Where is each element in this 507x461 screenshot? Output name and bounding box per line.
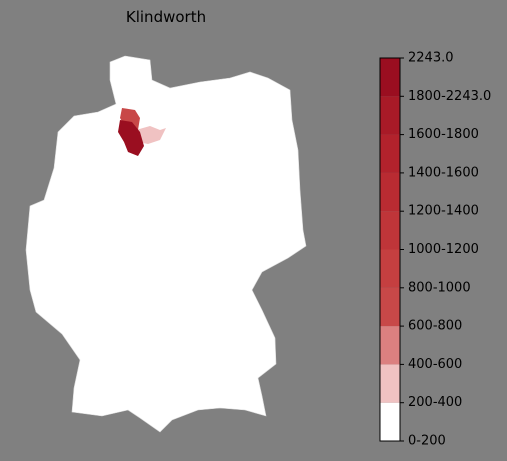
- map-title: Klindworth: [126, 8, 206, 26]
- colorbar-segment: [380, 364, 400, 403]
- colorbar-label: 1600-1800: [408, 127, 479, 142]
- colorbar-label: 200-400: [408, 395, 462, 410]
- colorbar-segment: [380, 96, 400, 135]
- colorbar-label: 0-200: [408, 434, 446, 449]
- colorbar-label: 1000-1200: [408, 242, 479, 257]
- colorbar-label: 1200-1400: [408, 204, 479, 219]
- region-dark: [118, 120, 144, 156]
- colorbar-segment: [380, 326, 400, 365]
- colorbar-segment: [380, 287, 400, 327]
- colorbar-segment: [380, 58, 400, 97]
- colorbar-label: 1800-2243.0: [408, 89, 491, 104]
- region-light: [136, 126, 166, 144]
- germany-map: [25, 55, 307, 433]
- colorbar-segment: [380, 211, 400, 250]
- colorbar-label: 400-600: [408, 357, 462, 372]
- colorbar-segment: [380, 172, 400, 212]
- colorbar: 0-200 200-400 400-600 600-800 800-1000 1000-1…: [379, 51, 491, 449]
- colorbar-label: 600-800: [408, 319, 462, 334]
- country-shape: [25, 55, 307, 433]
- colorbar-label: 1400-1600: [408, 165, 479, 180]
- colorbar-segment: [380, 134, 400, 173]
- colorbar-label: 2243.0: [408, 51, 454, 66]
- colorbar-segment: [380, 249, 400, 288]
- colorbar-label: 800-1000: [408, 280, 471, 295]
- colorbar-segment: [380, 402, 400, 441]
